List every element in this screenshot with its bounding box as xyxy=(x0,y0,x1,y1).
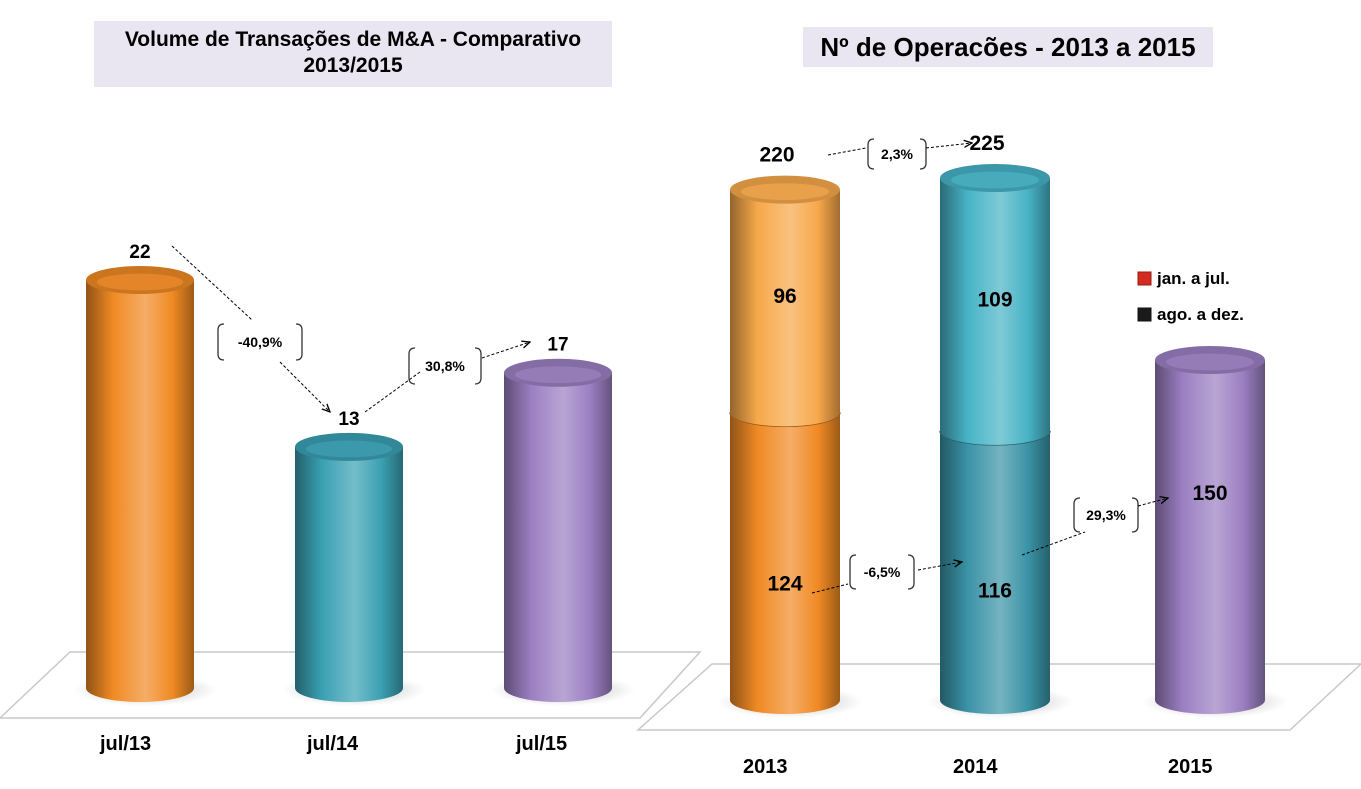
legend-label-ago-dez: ago. a dez. xyxy=(1157,305,1244,324)
chart-title-left-line1: Volume de Transações de M&A - Comparativ… xyxy=(124,28,582,51)
right-change-badge-total-text: 2,3% xyxy=(881,146,913,162)
right-bar-2013-ago-dez-top-highlight xyxy=(741,183,829,201)
right-change-badge-jan-jul-1: -6,5% xyxy=(849,554,915,590)
left-change-arrow-1 xyxy=(279,361,330,412)
left-value-label: 22 xyxy=(129,242,150,263)
chart-title-left: Volume de Transações de M&A - Comparativ… xyxy=(94,21,612,87)
left-x-tick-label: jul/13 xyxy=(99,733,151,755)
right-change-connector xyxy=(827,147,867,156)
right-total-label: 220 xyxy=(759,144,794,167)
left-change-badge-2-bracket-right xyxy=(474,347,482,385)
left-x-tick-label: jul/15 xyxy=(515,733,567,755)
left-bar-jul-15-top-highlight xyxy=(514,366,602,384)
left-change-arrow-2 xyxy=(481,342,530,359)
left-bar-jul-13-top-highlight xyxy=(96,273,184,291)
right-change-badge-total: 2,3% xyxy=(867,138,927,170)
right-value-label-jan-jul: 124 xyxy=(767,573,802,596)
left-bar-jul-14 xyxy=(295,432,403,702)
right-change-arrow-total xyxy=(925,143,972,149)
right-change-connector xyxy=(1021,531,1086,556)
left-bar-jul-14-top-highlight xyxy=(305,440,393,458)
right-bar-2013-jan-jul-body xyxy=(730,412,840,714)
left-change-badge-2-text: 30,8% xyxy=(425,358,465,374)
right-bar-2015-jan-jul-body xyxy=(1155,360,1265,714)
right-value-label-jan-jul: 150 xyxy=(1192,482,1227,505)
right-x-tick-label: 2013 xyxy=(743,756,788,778)
right-value-label-ago-dez: 109 xyxy=(977,288,1012,311)
right-change-badge-jan-jul-1-bracket-left xyxy=(849,554,857,590)
right-value-label-jan-jul: 116 xyxy=(978,580,1012,603)
left-change-badge-1-bracket-left xyxy=(217,323,225,361)
right-change-connector xyxy=(811,583,849,594)
right-x-tick-label: 2015 xyxy=(1168,756,1213,778)
left-change-connector xyxy=(171,245,253,321)
right-change-arrow-jan-jul-2 xyxy=(1137,498,1168,507)
legend-swatch-jan-jul xyxy=(1137,271,1152,286)
right-change-badge-jan-jul-2-bracket-left xyxy=(1073,497,1081,533)
left-change-badge-1: -40,9% xyxy=(217,323,303,361)
right-bar-2014-ago-dez xyxy=(940,164,1050,445)
right-bar-2014-jan-jul-body xyxy=(940,430,1050,714)
left-x-tick-label: jul/14 xyxy=(306,733,359,755)
right-change-badge-jan-jul-2-bracket-right xyxy=(1131,497,1139,533)
right-bar-2015-jan-jul xyxy=(1155,346,1265,714)
right-bar-2013-jan-jul xyxy=(729,412,841,714)
right-bar-2013-ago-dez xyxy=(730,175,840,427)
left-value-label: 13 xyxy=(338,409,359,430)
right-value-label-ago-dez: 96 xyxy=(773,285,796,308)
left-bar-jul-15-body xyxy=(504,372,612,702)
right-change-badge-total-bracket-left xyxy=(867,138,875,170)
left-bar-jul-15 xyxy=(504,358,612,702)
right-change-badge-jan-jul-1-bracket-right xyxy=(907,554,915,590)
left-change-badge-2: 30,8% xyxy=(408,347,482,385)
left-bar-jul-14-body xyxy=(295,446,403,702)
right-change-arrow-jan-jul-1 xyxy=(917,562,962,571)
right-change-badge-total-bracket-right xyxy=(919,138,927,170)
right-change-badge-jan-jul-2-text: 29,3% xyxy=(1086,507,1126,523)
left-bar-jul-13-body xyxy=(86,280,194,702)
right-x-tick-label: 2014 xyxy=(953,756,998,778)
right-bar-2014-ago-dez-top-highlight xyxy=(951,171,1039,189)
right-bar-2015-jan-jul-top-highlight xyxy=(1166,353,1254,371)
right-change-badge-jan-jul-2: 29,3% xyxy=(1073,497,1139,533)
right-bar-2014-jan-jul xyxy=(939,430,1051,714)
left-change-connector xyxy=(364,371,421,413)
legend-label-jan-jul: jan. a jul. xyxy=(1156,269,1230,288)
chart-title-right: Nº de Operacões - 2013 a 2015 xyxy=(803,27,1213,67)
left-value-label: 17 xyxy=(547,335,568,356)
left-change-badge-1-bracket-right xyxy=(295,323,303,361)
left-change-badge-1-text: -40,9% xyxy=(238,334,283,350)
right-change-badge-jan-jul-1-text: -6,5% xyxy=(864,564,901,580)
legend-swatch-ago-dez xyxy=(1137,307,1152,322)
chart-title-left-line2: 2013/2015 xyxy=(303,54,403,78)
left-change-badge-2-bracket-left xyxy=(408,347,416,385)
right-bar-2014-ago-dez-body xyxy=(940,178,1050,445)
right-bar-2013-ago-dez-body xyxy=(730,189,840,427)
left-bar-jul-13 xyxy=(86,266,194,702)
right-total-label: 225 xyxy=(969,132,1004,155)
